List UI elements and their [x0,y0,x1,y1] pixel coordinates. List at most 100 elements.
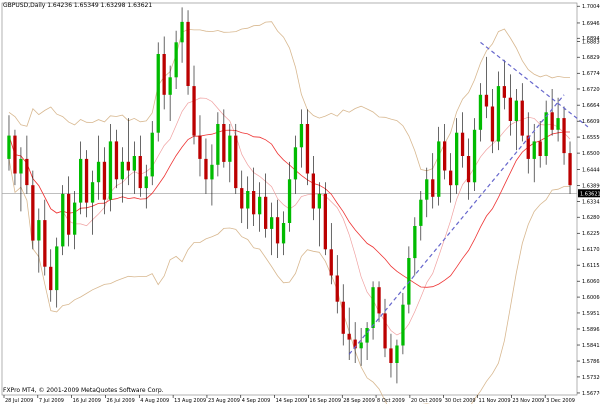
candle [138,135,142,197]
candle [198,115,202,177]
date-tick-label: 8 Oct 2009 [377,398,405,404]
candle-body [311,173,315,209]
price-tick-label: 1.65000 [582,151,600,157]
candle-body [544,112,548,156]
candle [258,182,262,232]
candle [377,281,381,323]
candle [538,121,542,168]
price-tick-label: 1.60605 [582,279,600,285]
candle [240,170,244,224]
date-tick-label: 20 Oct 2009 [411,398,442,404]
candle-body [120,161,124,180]
candle [389,333,393,378]
candle-body [538,141,542,156]
candle-body [246,191,250,209]
candle [228,123,232,183]
candle-body [299,124,304,148]
candle [490,88,495,154]
candle-body [466,156,471,183]
candle [329,223,333,285]
candle-body [132,156,136,171]
price-tick-label: 1.57320 [582,375,600,381]
candle [114,129,119,189]
candle [568,141,572,194]
price-tick-label: 1.57865 [582,359,600,365]
candle [270,202,274,256]
candle [293,135,298,194]
candle [37,208,41,273]
candle [496,71,501,151]
candle-body [252,191,256,215]
date-tick-label: 3 Dec 2009 [546,398,575,404]
candle-body [186,21,190,86]
price-tick-label: 1.61155 [582,263,600,269]
current-price-marker [578,189,600,198]
candle-body [425,179,429,200]
candle [466,138,471,200]
candle-body [568,153,572,186]
candle [353,322,357,363]
candle [162,36,166,110]
trendline[interactable] [480,41,589,128]
candle [55,237,59,308]
candle [174,30,178,89]
candle [502,59,506,110]
candle-body [431,179,435,197]
price-tick-label: 1.62800 [582,215,600,221]
candle [84,150,89,218]
symbol-info-label: GBPUSD,Daily 1.64236 1.65349 1.63298 1.6… [3,2,153,9]
candle [144,164,148,209]
candle-body [156,54,160,133]
candle [425,167,429,218]
candle [347,307,351,361]
candle [180,7,184,63]
trendline[interactable] [348,94,565,355]
candle [449,153,453,203]
candle-body [73,202,77,235]
price-tick-label: 1.67200 [582,87,600,93]
candle [79,141,83,215]
price-tick-label: 1.63890 [582,183,600,189]
candle [299,109,304,168]
candle-body [162,54,166,95]
date-tick-label: 16 Jul 2009 [73,398,101,404]
candle [371,281,375,340]
price-tick-label: 1.69465 [582,21,600,27]
candle-body [335,275,339,302]
candle [383,298,387,358]
candle-body [401,304,405,346]
candle [562,106,566,165]
upper-band-line [8,21,570,172]
candle [31,170,35,250]
candle [264,173,268,238]
candle-body [234,135,238,189]
candle [96,135,101,200]
candle [281,211,286,256]
candle [437,126,441,206]
candle [108,123,113,212]
candle-body [55,246,59,291]
candle [526,112,530,174]
candle-body [508,97,512,121]
candle-body [264,196,268,229]
candle-body [61,193,65,247]
candle-body [37,220,41,241]
candle-body [43,220,47,267]
candle-body [478,94,483,130]
candle [544,100,548,165]
candle-body [168,77,172,95]
candle [556,97,560,142]
candle [508,74,512,136]
candle-body [96,161,101,183]
candle [478,83,483,142]
candle [246,176,250,229]
date-tick-label: 23 Nov 2009 [512,398,544,404]
price-tick-label: 1.66645 [582,103,600,109]
price-tick-label: 1.66095 [582,119,600,125]
candle-body [84,158,89,203]
date-tick-label: 14 Sep 2009 [276,398,308,404]
candle-body [317,193,321,209]
price-tick-label: 1.60060 [582,295,600,301]
